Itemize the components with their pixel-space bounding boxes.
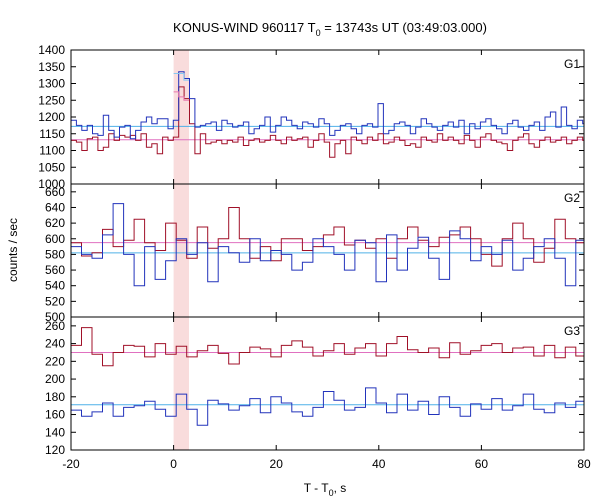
y-tick-label: 1400 <box>38 43 65 57</box>
panel-g3: 120 140 160 180 200 220 240 260 G3 <box>45 316 585 457</box>
plot-layer: 100010501100115012001250130013501400G150… <box>38 43 591 471</box>
x-axis-label: T - T0, s <box>304 481 347 498</box>
trigger-overlay-blue <box>173 73 189 81</box>
y-tick-label: 120 <box>45 443 65 457</box>
y-tick-label: 1350 <box>38 60 65 74</box>
trigger-interval-band <box>173 50 189 450</box>
y-tick-label: 1150 <box>39 127 65 141</box>
panel-frame <box>70 316 585 451</box>
y-tick-label: 660 <box>45 185 65 199</box>
y-tick-label: 200 <box>45 372 65 386</box>
y-axis-label: counts / sec <box>6 218 20 282</box>
y-tick-label: 620 <box>45 216 65 230</box>
trigger-overlay-red <box>173 91 189 101</box>
x-tick-label: -20 <box>62 457 80 471</box>
y-tick-label: 1050 <box>38 160 65 174</box>
y-tick-label: 540 <box>45 279 65 293</box>
light-curve-blue <box>71 71 584 140</box>
panel-g1: 1000 1050 1100 1150 1200 1250 1300 1350 1400 G1 <box>38 43 585 191</box>
panel-label: G2 <box>564 191 580 205</box>
y-tick-label: 1000 <box>38 177 65 191</box>
y-tick-label: 500 <box>45 310 65 324</box>
panel-label: G1 <box>564 57 580 71</box>
x-tick-label: 80 <box>577 457 591 471</box>
x-tick-label: 0 <box>170 457 177 471</box>
y-tick-label: 1200 <box>38 110 65 124</box>
light-curve-blue <box>71 203 585 287</box>
x-tick-label: 40 <box>372 457 386 471</box>
y-tick-label: 180 <box>45 390 65 404</box>
light-curve-blue <box>71 387 585 426</box>
light-curve-red <box>71 86 584 158</box>
y-tick-label: 160 <box>45 408 65 422</box>
y-tick-label: 1300 <box>38 77 65 91</box>
y-tick-label: 560 <box>45 263 65 277</box>
y-tick-label: 640 <box>45 200 65 214</box>
panel-label: G3 <box>564 324 580 338</box>
x-tick-label: 20 <box>270 457 284 471</box>
y-tick-label: 260 <box>45 319 65 333</box>
y-tick-label: 600 <box>45 232 65 246</box>
x-tick-label: 60 <box>475 457 489 471</box>
y-tick-label: 220 <box>45 354 65 368</box>
chart-title: KONUS-WIND 960117 T0 = 13743s UT (03:49:… <box>173 20 487 38</box>
y-tick-label: 1250 <box>38 93 65 107</box>
y-tick-label: 140 <box>45 425 65 439</box>
y-tick-label: 580 <box>45 247 65 261</box>
y-tick-label: 520 <box>45 294 65 308</box>
light-curve-red <box>71 327 585 367</box>
y-tick-label: 240 <box>45 337 65 351</box>
y-tick-label: 1100 <box>39 144 65 158</box>
